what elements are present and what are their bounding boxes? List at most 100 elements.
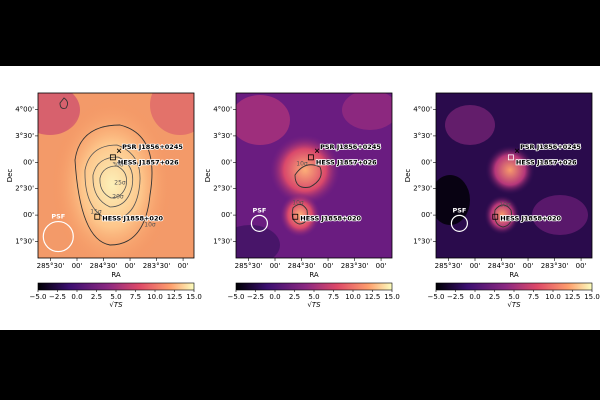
colorbar-tick-label: 7.5 xyxy=(528,293,539,301)
y-tick-label: 2°30' xyxy=(413,185,432,193)
colorbar-tick-label: −5.0 xyxy=(30,293,47,301)
source-label: HESS J1857+026 xyxy=(516,158,577,166)
contour-label: 10σ xyxy=(292,200,304,207)
x-tick-label: 283°30' xyxy=(341,262,369,270)
y-tick-label: 1°30' xyxy=(15,238,34,246)
marker xyxy=(94,213,101,220)
colorbar-tick-label: −2.5 xyxy=(447,293,464,301)
colorbar-tick-label: 12.5 xyxy=(167,293,183,301)
source-label: HESS J1857+026 xyxy=(118,158,179,166)
x-tick-label: 00' xyxy=(323,262,334,270)
y-axis-label: Dec xyxy=(6,169,14,183)
x-tick-label: 283°30' xyxy=(541,262,569,270)
colorbar-tick-label: 0.0 xyxy=(269,293,280,301)
x-tick-label: 285°30' xyxy=(37,262,65,270)
colorbar-tick-label: 2.5 xyxy=(289,293,300,301)
x-tick-label: 00' xyxy=(178,262,189,270)
colorbar-tick-label: 0.0 xyxy=(469,293,480,301)
colorbar-tick-label: 15.0 xyxy=(384,293,400,301)
x-tick-label: 284°30' xyxy=(90,262,118,270)
psf-circle xyxy=(42,220,74,253)
marker xyxy=(109,154,116,161)
contour-label: 10σ xyxy=(499,202,511,209)
contour-label: 10σ xyxy=(144,222,156,229)
y-tick-label: 2°30' xyxy=(213,185,232,193)
source-label: HESS J1858+020 xyxy=(102,214,163,222)
marker xyxy=(292,213,299,220)
source-label: HESS J1857+026 xyxy=(316,158,377,166)
y-tick-label: 00' xyxy=(221,211,232,219)
x-axis-label: RA xyxy=(509,271,519,279)
y-tick-label: 4°00' xyxy=(15,106,34,114)
ts-map xyxy=(236,93,392,258)
colorbar-tick-label: 12.5 xyxy=(565,293,581,301)
colorbar-tick-label: 5.0 xyxy=(308,293,319,301)
x-axis-label: RA xyxy=(309,271,319,279)
colorbar-tick-label: 15.0 xyxy=(584,293,600,301)
colorbar-tick-label: 12.5 xyxy=(365,293,381,301)
x-tick-label: 283°30' xyxy=(143,262,171,270)
y-tick-label: 1°30' xyxy=(413,238,432,246)
marker xyxy=(507,154,514,161)
x-tick-label: 284°30' xyxy=(488,262,516,270)
source-label: PSR J1856+0245 xyxy=(320,143,381,151)
colorbar-tick-label: 2.5 xyxy=(489,293,500,301)
contour-label: 15σ xyxy=(90,209,102,216)
colorbar xyxy=(37,282,195,291)
source-label: HESS J1858+020 xyxy=(300,214,361,222)
y-tick-label: 4°00' xyxy=(413,106,432,114)
y-tick-label: 3°30' xyxy=(15,132,34,140)
x-tick-label: 00' xyxy=(523,262,534,270)
x-tick-label: 00' xyxy=(470,262,481,270)
colorbar-label: √TS xyxy=(307,301,321,309)
marker xyxy=(492,213,499,220)
x-tick-label: 285°30' xyxy=(435,262,463,270)
colorbar-tick-label: −2.5 xyxy=(247,293,264,301)
axes-frame xyxy=(435,92,593,259)
source-label: PSR J1856+0245 xyxy=(520,143,581,151)
y-axis-label: Dec xyxy=(404,169,412,183)
y-tick-label: 1°30' xyxy=(213,238,232,246)
x-tick-label: 00' xyxy=(72,262,83,270)
y-axis-label: Dec xyxy=(204,169,212,183)
marker: × xyxy=(314,147,320,155)
axes-frame xyxy=(37,92,195,259)
y-tick-label: 2°30' xyxy=(15,185,34,193)
colorbar-tick-label: 2.5 xyxy=(91,293,102,301)
y-tick-label: 00' xyxy=(221,158,232,166)
x-tick-label: 00' xyxy=(270,262,281,270)
contour-label: 20σ xyxy=(112,194,124,201)
colorbar-tick-label: 10.0 xyxy=(147,293,163,301)
colorbar-tick-label: 5.0 xyxy=(508,293,519,301)
colorbar-tick-label: −2.5 xyxy=(49,293,66,301)
colorbar-tick-label: 7.5 xyxy=(328,293,339,301)
ts-map xyxy=(38,93,194,258)
contour-label: 30σ xyxy=(112,162,124,169)
colorbar-label: √TS xyxy=(109,301,123,309)
contour-label: 10σ xyxy=(296,161,308,168)
colorbar-tick-label: 7.5 xyxy=(130,293,141,301)
y-tick-label: 00' xyxy=(421,211,432,219)
colorbar-tick-label: −5.0 xyxy=(228,293,245,301)
x-tick-label: 285°30' xyxy=(235,262,263,270)
x-tick-label: 00' xyxy=(125,262,136,270)
colorbar-tick-label: 0.0 xyxy=(71,293,82,301)
colorbar-tick-label: 10.0 xyxy=(545,293,561,301)
psf-circle xyxy=(450,214,468,232)
source-label: PSR J1856+0245 xyxy=(122,143,183,151)
psf-label: PSF xyxy=(51,213,65,221)
marker: × xyxy=(116,147,122,155)
psf-label: PSF xyxy=(252,206,266,214)
colorbar xyxy=(435,282,593,291)
colorbar xyxy=(235,282,393,291)
x-tick-label: 00' xyxy=(376,262,387,270)
source-label: HESS J1858+020 xyxy=(500,214,561,222)
axes-frame xyxy=(235,92,393,259)
psf-circle xyxy=(250,214,268,232)
contour-label: 25σ xyxy=(114,180,126,187)
colorbar-tick-label: 5.0 xyxy=(110,293,121,301)
colorbar-tick-label: 10.0 xyxy=(345,293,361,301)
y-tick-label: 3°30' xyxy=(213,132,232,140)
psf-label: PSF xyxy=(452,206,466,214)
